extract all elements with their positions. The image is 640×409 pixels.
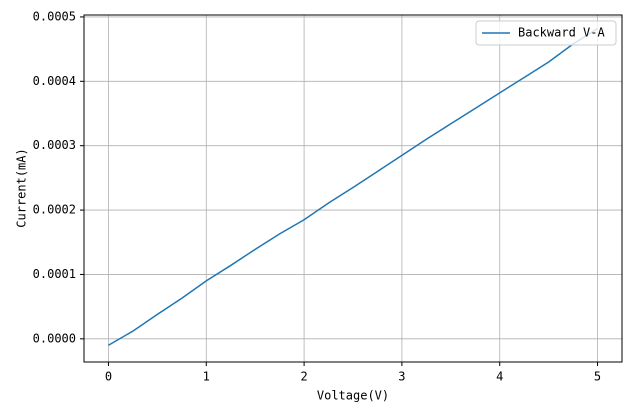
legend-box [475, 20, 617, 46]
y-tick-label: 0.0001 [33, 267, 76, 281]
y-tick-label: 0.0002 [33, 203, 76, 217]
y-tick-label: 0.0005 [33, 9, 76, 23]
x-tick-label: 4 [496, 370, 503, 384]
x-tick-label: 3 [398, 370, 405, 384]
plot [108, 27, 598, 346]
y-tick-label: 0.0004 [33, 74, 76, 88]
y-tick-label: 0.0000 [33, 331, 76, 345]
x-tick-label: 5 [594, 370, 601, 384]
x-tick-label: 1 [203, 370, 210, 384]
x-axis-label: Voltage(V) [317, 389, 389, 403]
grid [84, 15, 622, 362]
y-axis-label: Current(mA) [15, 148, 29, 227]
plot-frame [83, 14, 623, 363]
x-tick-label: 2 [300, 370, 307, 384]
line [108, 27, 598, 346]
y-tick-label: 0.0003 [33, 138, 76, 152]
x-tick-label: 0 [105, 370, 112, 384]
legend-label: Backward V-A [518, 26, 605, 40]
